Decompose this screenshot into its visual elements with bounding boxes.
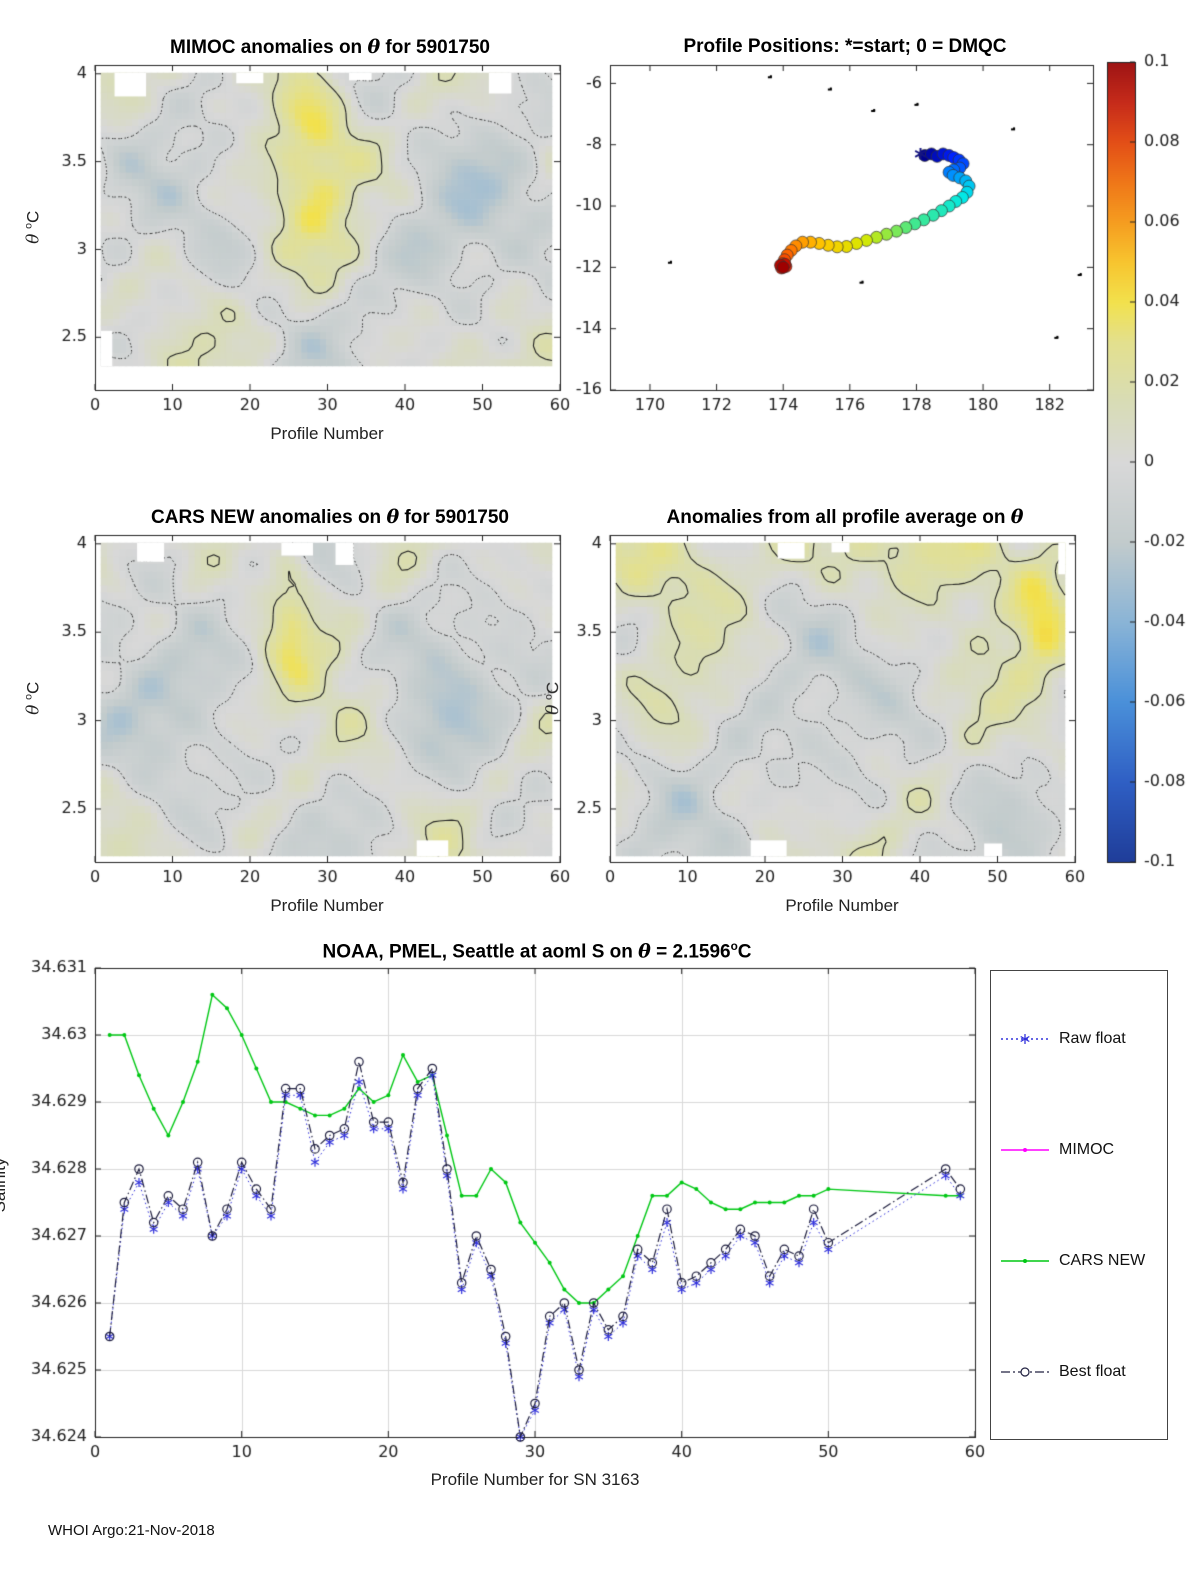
legend-label: Raw float bbox=[1059, 1029, 1126, 1047]
plot-title-average-anomalies: Anomalies from all profile average on θ bbox=[667, 506, 1024, 529]
legend-entry-raw-float: Raw float bbox=[999, 1030, 1159, 1048]
salinity-legend: Raw float MIMOC CARS NEW Best float bbox=[990, 970, 1168, 1440]
degree-superscript: o bbox=[542, 694, 555, 700]
plot-title-profile-positions: Profile Positions: *=start; 0 = DMQC bbox=[683, 36, 1006, 58]
theta-symbol: θ bbox=[386, 506, 400, 528]
degree-superscript: o bbox=[22, 223, 35, 229]
plot-title-salinity: NOAA, PMEL, Seattle at aoml S on θ = 2.1… bbox=[322, 940, 751, 963]
title-text: Anomalies from all profile average on bbox=[666, 507, 1011, 528]
title-text: NOAA, PMEL, Seattle at aoml S on bbox=[322, 941, 639, 963]
unit-text: C bbox=[543, 681, 563, 695]
title-text: C bbox=[737, 941, 752, 963]
legend-label: Best float bbox=[1059, 1362, 1126, 1380]
theta-symbol: θ bbox=[23, 704, 44, 715]
label-text: Salinity bbox=[0, 1157, 9, 1213]
legend-label: MIMOC bbox=[1059, 1140, 1115, 1158]
title-text: MIMOC anomalies on bbox=[170, 37, 368, 58]
xaxis-label-profile-number-2: Profile Number bbox=[270, 896, 384, 915]
dot-marker-icon bbox=[1023, 1258, 1027, 1263]
degree-superscript: o bbox=[730, 940, 738, 953]
title-text: CARS NEW anomalies on bbox=[151, 507, 387, 528]
legend-entry-best-float: Best float bbox=[999, 1363, 1159, 1381]
title-text: for 5901750 bbox=[399, 507, 509, 528]
legend-entry-mimoc: MIMOC bbox=[999, 1141, 1159, 1159]
title-text: for 5901750 bbox=[380, 37, 490, 58]
yaxis-label-salinity: Salinity bbox=[0, 1154, 10, 1216]
circle-marker-icon bbox=[1020, 1366, 1030, 1377]
raw-float-line-sample bbox=[1001, 1033, 1049, 1044]
degree-superscript: o bbox=[22, 694, 35, 700]
xaxis-label-profile-number-3: Profile Number bbox=[785, 896, 899, 915]
unit-text: C bbox=[23, 210, 43, 224]
theta-symbol: θ bbox=[543, 704, 564, 715]
legend-label: CARS NEW bbox=[1059, 1251, 1146, 1269]
plot-title-mimoc-anomalies: MIMOC anomalies on θ for 5901750 bbox=[170, 36, 490, 59]
xaxis-label-profile-number-sn: Profile Number for SN 3163 bbox=[430, 1470, 640, 1489]
best-float-line-sample bbox=[1001, 1366, 1049, 1377]
title-text: = 2.1596 bbox=[650, 941, 731, 963]
figure-footer: WHOI Argo:21-Nov-2018 bbox=[48, 1522, 215, 1539]
plot-title-cars-anomalies: CARS NEW anomalies on θ for 5901750 bbox=[151, 506, 509, 529]
cars-new-line-sample bbox=[1001, 1258, 1049, 1263]
theta-symbol: θ bbox=[1010, 506, 1024, 528]
title-text: Profile Positions: *=start; 0 = DMQC bbox=[683, 36, 1007, 57]
mimoc-line-sample bbox=[1001, 1147, 1049, 1152]
legend-entry-cars-new: CARS NEW bbox=[999, 1252, 1159, 1270]
yaxis-label-theta-2: θ oC bbox=[23, 675, 44, 721]
yaxis-label-theta-1: θ oC bbox=[23, 204, 44, 250]
yaxis-label-theta-3: θ oC bbox=[543, 675, 564, 721]
asterisk-marker-icon bbox=[1020, 1033, 1030, 1044]
theta-symbol: θ bbox=[23, 233, 44, 244]
xaxis-label-profile-number-1: Profile Number bbox=[270, 424, 384, 443]
theta-symbol: θ bbox=[367, 36, 381, 58]
unit-text: C bbox=[23, 681, 43, 695]
dot-marker-icon bbox=[1023, 1147, 1027, 1152]
theta-symbol: θ bbox=[638, 940, 651, 963]
